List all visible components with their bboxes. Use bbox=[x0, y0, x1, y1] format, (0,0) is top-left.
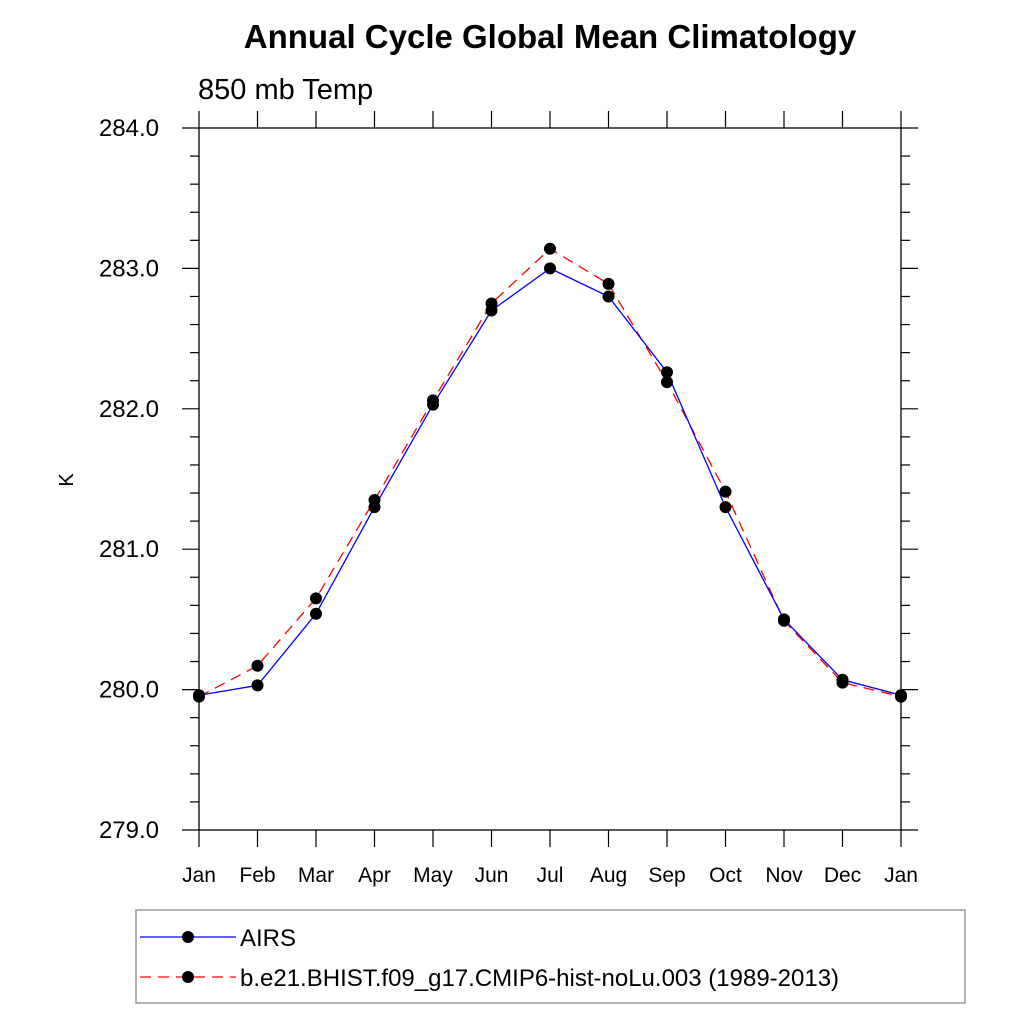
data-point-airs bbox=[895, 689, 907, 702]
data-point-airs bbox=[836, 673, 849, 686]
chart-title: Annual Cycle Global Mean Climatology bbox=[244, 18, 857, 55]
chart-subtitle: 850 mb Temp bbox=[198, 74, 373, 106]
x-tick-label: Aug bbox=[590, 864, 627, 887]
data-point-airs bbox=[193, 689, 205, 702]
data-point-airs bbox=[427, 398, 439, 411]
data-point-model bbox=[602, 277, 615, 290]
y-tick-label: 279.0 bbox=[99, 817, 159, 844]
data-point-airs bbox=[719, 501, 732, 514]
x-tick-label: Dec bbox=[824, 864, 861, 887]
legend-marker-model bbox=[182, 971, 194, 983]
data-point-model bbox=[310, 592, 322, 605]
y-tick-label: 284.0 bbox=[99, 115, 159, 142]
legend-marker-airs bbox=[182, 931, 194, 943]
legend-label-airs: AIRS bbox=[240, 925, 296, 952]
y-axis-label: K bbox=[56, 473, 78, 487]
x-tick-label: Mar bbox=[298, 864, 334, 887]
x-tick-label: Jul bbox=[537, 864, 564, 887]
x-tick-label: Feb bbox=[239, 864, 275, 887]
series-line-model bbox=[198, 247, 902, 698]
data-point-model bbox=[719, 485, 732, 498]
series-line-airs bbox=[198, 267, 902, 696]
y-tick-label: 281.0 bbox=[99, 536, 159, 563]
data-point-airs bbox=[310, 607, 322, 620]
x-tick-label: Jan bbox=[884, 864, 918, 887]
data-point-airs bbox=[368, 501, 381, 514]
x-tick-label: May bbox=[413, 864, 453, 887]
x-tick-label: Jun bbox=[475, 864, 509, 887]
x-tick-label: Nov bbox=[765, 864, 803, 887]
data-point-airs bbox=[485, 304, 498, 317]
y-tick-label: 283.0 bbox=[99, 255, 159, 282]
y-tick-label: 280.0 bbox=[99, 677, 159, 704]
legend-box bbox=[135, 909, 966, 1004]
data-point-model bbox=[544, 242, 556, 255]
x-tick-label: Oct bbox=[709, 864, 742, 887]
plot-frame bbox=[198, 127, 902, 831]
data-point-airs bbox=[602, 290, 615, 303]
x-tick-label: Jan bbox=[182, 864, 216, 887]
x-tick-label: Apr bbox=[358, 864, 391, 887]
data-point-model bbox=[661, 376, 673, 389]
y-tick-label: 282.0 bbox=[99, 396, 159, 423]
legend-label-model: b.e21.BHIST.f09_g17.CMIP6-hist-noLu.003 … bbox=[240, 965, 839, 992]
x-tick-label: Sep bbox=[648, 864, 685, 887]
data-point-airs bbox=[778, 613, 790, 626]
data-point-airs bbox=[661, 366, 673, 379]
data-point-model bbox=[251, 659, 264, 672]
data-point-airs bbox=[251, 679, 264, 692]
data-point-airs bbox=[544, 262, 556, 275]
